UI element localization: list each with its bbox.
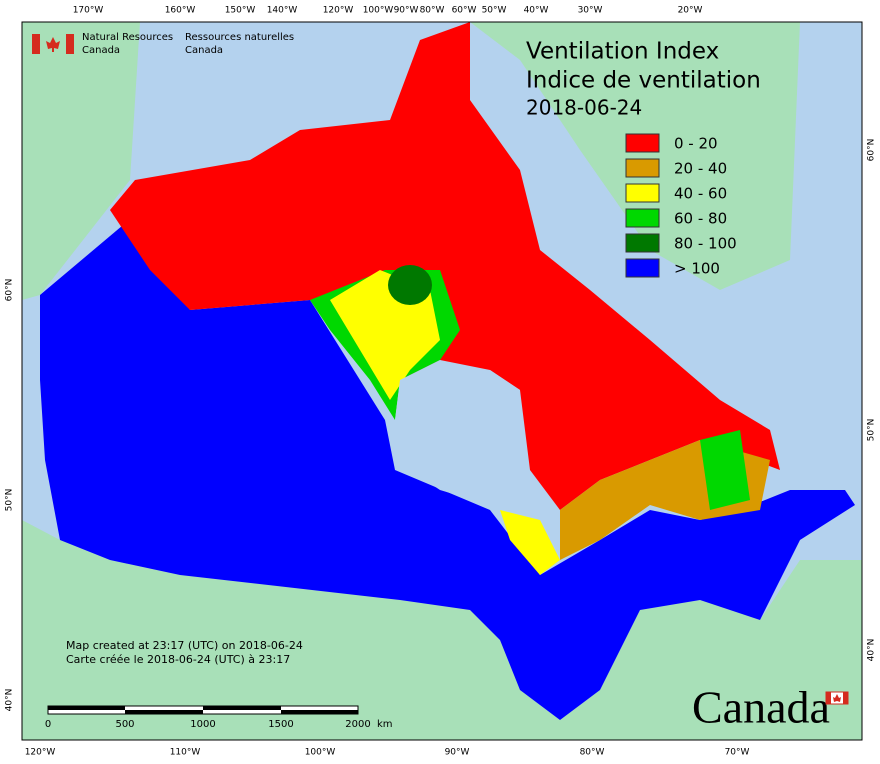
created-note: Carte créée le 2018-06-24 (UTC) à 23:17 (66, 653, 290, 666)
lon-label: 160°W (165, 6, 196, 16)
wordmark: Canada (692, 682, 849, 733)
lon-label: 50°W (482, 6, 507, 16)
lon-label: 80°W (580, 748, 605, 758)
title-block: Ventilation Index Indice de ventilation … (526, 39, 761, 120)
dark-green-zone (388, 265, 432, 305)
red-zone (110, 22, 780, 510)
greenland (470, 22, 800, 290)
legend-label: 40 - 60 (674, 185, 727, 203)
frame (21, 21, 863, 741)
scale-label: 500 (115, 719, 134, 730)
legend: 0 - 20 20 - 40 40 - 60 60 - 80 80 - 100 > 100 (625, 133, 737, 278)
lon-label: 60°W (452, 6, 477, 16)
lon-label: 40°W (524, 6, 549, 16)
lon-label: 20°W (678, 6, 703, 16)
legend-swatch (625, 233, 660, 253)
org-name: Ressources naturelles (185, 32, 294, 43)
flag-bar (826, 692, 831, 704)
org-name: Natural Resources (82, 32, 173, 43)
lon-label: 100°W (305, 748, 336, 758)
lon-label: 90°W (445, 748, 470, 758)
yellow-zone-south (500, 510, 560, 575)
alaska (22, 22, 140, 300)
scale-unit: km (377, 719, 393, 730)
scale-label: 1500 (268, 719, 293, 730)
flag-bar (66, 34, 74, 54)
maple-leaf (833, 694, 841, 702)
legend-label: 60 - 80 (674, 210, 727, 228)
legend-label: 20 - 40 (674, 160, 727, 178)
lon-label: 100°W (363, 6, 394, 16)
lon-label: 80°W (420, 6, 445, 16)
map-body (21, 21, 863, 741)
hudson-bay (395, 360, 520, 505)
title: Indice de ventilation (526, 68, 761, 94)
legend-label: > 100 (674, 260, 720, 278)
lon-label: 140°W (267, 6, 298, 16)
green-zone-east (700, 430, 750, 510)
lat-label: 60°N (867, 139, 877, 162)
flag-bar (843, 692, 848, 704)
legend-swatch (625, 258, 660, 278)
legend-label: 0 - 20 (674, 135, 718, 153)
canada-mainland (40, 215, 855, 720)
lon-label: 170°W (73, 6, 104, 16)
scale-segment (125, 710, 203, 714)
lon-label: 70°W (725, 748, 750, 758)
legend-label: 80 - 100 (674, 235, 737, 253)
lat-label: 50°N (5, 489, 15, 512)
legend-swatch (625, 183, 660, 203)
scale-segment (203, 706, 281, 710)
lat-label: 50°N (867, 419, 877, 442)
lon-label: 120°W (323, 6, 354, 16)
scale-label: 2000 (345, 719, 370, 730)
org-name: Canada (82, 45, 120, 56)
flag-bar (32, 34, 40, 54)
lat-label: 60°N (5, 279, 15, 302)
date: 2018-06-24 (526, 96, 642, 120)
lon-label: 110°W (170, 748, 201, 758)
scale-segment (48, 706, 125, 710)
graticule-labels: 170°W 160°W 150°W 140°W 120°W 100°W 90°W… (5, 6, 877, 758)
lat-label: 40°N (5, 689, 15, 712)
scale-label: 0 (45, 719, 51, 730)
scale-bar: 0 500 1000 1500 2000 km (45, 705, 393, 730)
footer: Map created at 23:17 (UTC) on 2018-06-24… (66, 639, 303, 666)
legend-swatch (625, 208, 660, 228)
legend-swatch (625, 133, 660, 153)
scale-segment (281, 710, 358, 714)
lon-label: 150°W (225, 6, 256, 16)
united-states (22, 520, 862, 740)
lon-label: 90°W (394, 6, 419, 16)
lat-label: 40°N (867, 639, 877, 662)
created-note: Map created at 23:17 (UTC) on 2018-06-24 (66, 639, 303, 652)
title: Ventilation Index (526, 39, 719, 65)
legend-swatch (625, 158, 660, 178)
scale-label: 1000 (190, 719, 215, 730)
lon-label: 30°W (578, 6, 603, 16)
canada-wordmark: Canada (692, 682, 830, 733)
header: Natural Resources Canada Ressources natu… (32, 32, 294, 56)
lon-label: 120°W (25, 748, 56, 758)
org-name: Canada (185, 45, 223, 56)
maple-leaf (46, 37, 60, 52)
